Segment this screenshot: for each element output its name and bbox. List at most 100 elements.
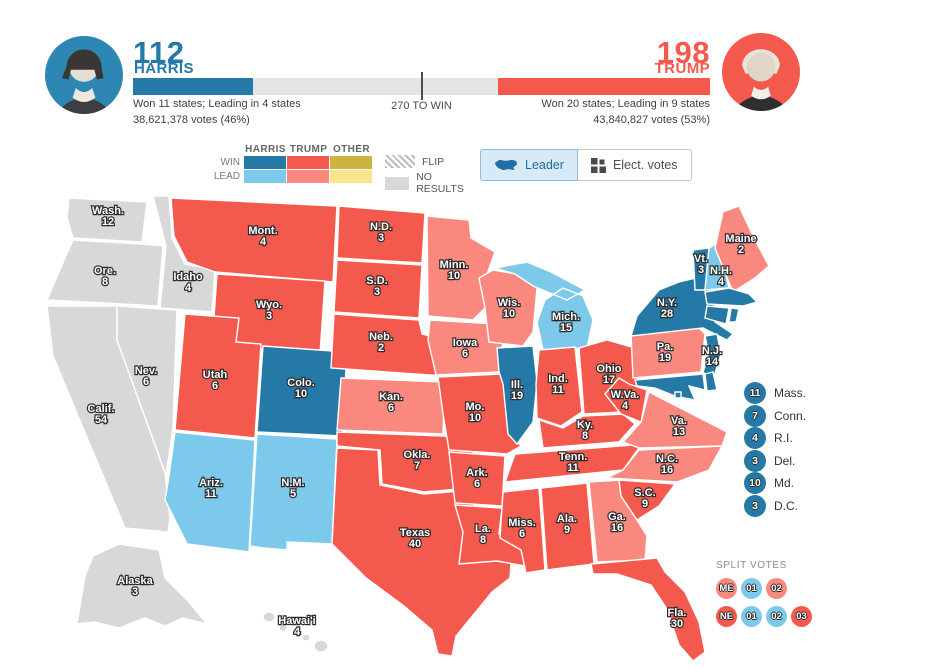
state-label-kan: Kan. 6 xyxy=(379,391,403,414)
state-label-mo: Mo. 10 xyxy=(466,401,485,424)
small-state-votes-badge: 3 xyxy=(744,494,766,517)
legend-swatch-trump-win xyxy=(287,156,329,169)
state-label-neb: Neb. 2 xyxy=(369,331,393,354)
trump-summary: Won 20 states; Leading in 9 states 43,84… xyxy=(541,97,710,129)
small-state-row: 3 D.C. xyxy=(744,494,806,518)
small-state-votes-badge: 3 xyxy=(744,449,766,472)
grid-icon xyxy=(590,157,606,173)
leader-view-label: Leader xyxy=(525,158,564,172)
state-mich[interactable] xyxy=(494,261,594,351)
state-conn[interactable] xyxy=(704,305,730,325)
small-state-label: Md. xyxy=(774,476,795,491)
state-label-ky: Ky. 8 xyxy=(577,419,593,442)
state-mont[interactable] xyxy=(170,197,338,283)
state-utah[interactable] xyxy=(174,313,262,439)
state-sd[interactable] xyxy=(333,259,423,319)
state-kan[interactable] xyxy=(336,377,446,435)
harris-electoral-count: 112 xyxy=(133,35,185,70)
us-map-container: Wash. 12 Ore. 8 Calif. 54 Nev. 6 Idaho 4 Mont. 4 Wyo… xyxy=(25,188,780,666)
small-state-label: Conn. xyxy=(774,408,807,423)
state-del[interactable] xyxy=(704,371,718,392)
split-votes-panel: SPLIT VOTES ME 01 02 NE 01 02 03 xyxy=(716,560,812,634)
split-votes-title: SPLIT VOTES xyxy=(716,560,787,571)
state-label-iowa: Iowa 6 xyxy=(453,337,478,360)
state-label-utah: Utah 6 xyxy=(203,369,228,392)
map-view-toggle: Leader Elect. votes xyxy=(480,149,692,181)
state-label-ohio: Ohio 17 xyxy=(596,363,621,386)
small-state-label: Mass. xyxy=(774,386,807,401)
usa-map-icon xyxy=(494,159,518,171)
small-state-row: 4 R.I. xyxy=(744,427,806,450)
state-label-wash: Wash. 12 xyxy=(92,205,124,228)
state-label-hawaii: Hawai'i 4 xyxy=(278,615,315,638)
legend-swatch-harris-win xyxy=(244,156,286,169)
state-label-la: La. 8 xyxy=(475,523,491,546)
state-label-sd: S.D. 3 xyxy=(366,275,387,298)
state-label-sc: S.C. 9 xyxy=(634,487,655,510)
split-vote-badge-01: 01 xyxy=(741,578,762,599)
state-hawaii[interactable] xyxy=(262,611,329,653)
legend-row-win-label: WIN xyxy=(220,157,240,168)
split-votes-row: ME 01 02 xyxy=(716,578,812,599)
state-dc[interactable] xyxy=(674,391,682,399)
electoral-votes-view-button[interactable]: Elect. votes xyxy=(577,149,692,181)
electoral-progress-bar: 270 TO WIN xyxy=(133,72,710,112)
state-label-maine: Maine 2 xyxy=(725,233,756,256)
state-ky[interactable] xyxy=(538,413,637,449)
harris-states-line: Won 11 states; Leading in 4 states xyxy=(133,98,301,110)
state-md[interactable] xyxy=(634,373,706,401)
split-vote-badge-me: ME xyxy=(716,578,737,599)
state-nev[interactable] xyxy=(116,305,178,476)
state-label-vt: Vt. 3 xyxy=(694,253,708,276)
state-label-nh: N.H. 4 xyxy=(710,265,732,288)
state-ariz[interactable] xyxy=(164,431,256,553)
legend-swatch-trump-lead xyxy=(287,170,329,183)
state-nd[interactable] xyxy=(336,205,426,264)
no-results-label: NO RESULTS xyxy=(416,171,464,195)
state-ind[interactable] xyxy=(535,346,583,427)
small-state-row: 3 Del. xyxy=(744,449,806,473)
small-state-votes-badge: 7 xyxy=(744,404,766,427)
us-map: Wash. 12 Ore. 8 Calif. 54 Nev. 6 Idaho 4 Mont. 4 Wyo… xyxy=(45,195,770,662)
legend-swatch-other-win xyxy=(330,156,372,169)
harris-name: HARRIS xyxy=(134,60,194,77)
state-label-ga: Ga. 16 xyxy=(608,511,626,534)
split-vote-badge-03: 03 xyxy=(791,606,812,627)
state-wva[interactable] xyxy=(604,377,648,423)
state-label-wva: W.Va. 4 xyxy=(611,389,640,412)
split-vote-badge-ne: NE xyxy=(716,606,737,627)
state-label-nc: N.C. 16 xyxy=(656,453,678,476)
state-label-texas: Texas 40 xyxy=(400,527,430,550)
state-wis[interactable] xyxy=(478,269,538,347)
harris-avatar xyxy=(45,36,123,114)
small-state-label: Del. xyxy=(774,453,796,468)
state-miss[interactable] xyxy=(499,487,546,574)
trump-avatar xyxy=(722,33,800,111)
state-ore[interactable] xyxy=(45,239,164,307)
state-label-nev: Nev. 6 xyxy=(135,365,157,388)
leader-view-button[interactable]: Leader xyxy=(480,149,578,181)
state-label-nd: N.D. 3 xyxy=(370,221,392,244)
state-fla[interactable] xyxy=(590,557,706,662)
state-label-ark: Ark. 6 xyxy=(466,467,487,490)
state-alaska[interactable] xyxy=(76,543,209,629)
state-label-va: Va. 13 xyxy=(671,415,687,438)
state-ill[interactable] xyxy=(496,345,538,446)
state-label-fla: Fla. 30 xyxy=(668,607,687,630)
legend-swatch-harris-lead xyxy=(244,170,286,183)
harris-bar-segment xyxy=(133,78,254,95)
state-label-ariz: Ariz. 11 xyxy=(199,477,223,500)
flip-label: FLIP xyxy=(422,155,445,168)
harris-summary: Won 11 states; Leading in 4 states 38,62… xyxy=(133,97,301,129)
state-label-ore: Ore. 8 xyxy=(94,265,116,288)
state-ri[interactable] xyxy=(728,307,740,323)
state-wash[interactable] xyxy=(66,197,148,243)
legend-swatch-other-lead xyxy=(330,170,372,183)
state-sc[interactable] xyxy=(618,479,677,521)
state-label-alaska: Alaska 3 xyxy=(117,575,153,598)
small-state-row: 11 Mass. xyxy=(744,382,806,405)
flip-swatch xyxy=(385,155,415,168)
state-mass[interactable] xyxy=(704,287,759,307)
small-state-label: R.I. xyxy=(774,431,793,446)
state-label-pa: Pa. 19 xyxy=(657,341,674,364)
